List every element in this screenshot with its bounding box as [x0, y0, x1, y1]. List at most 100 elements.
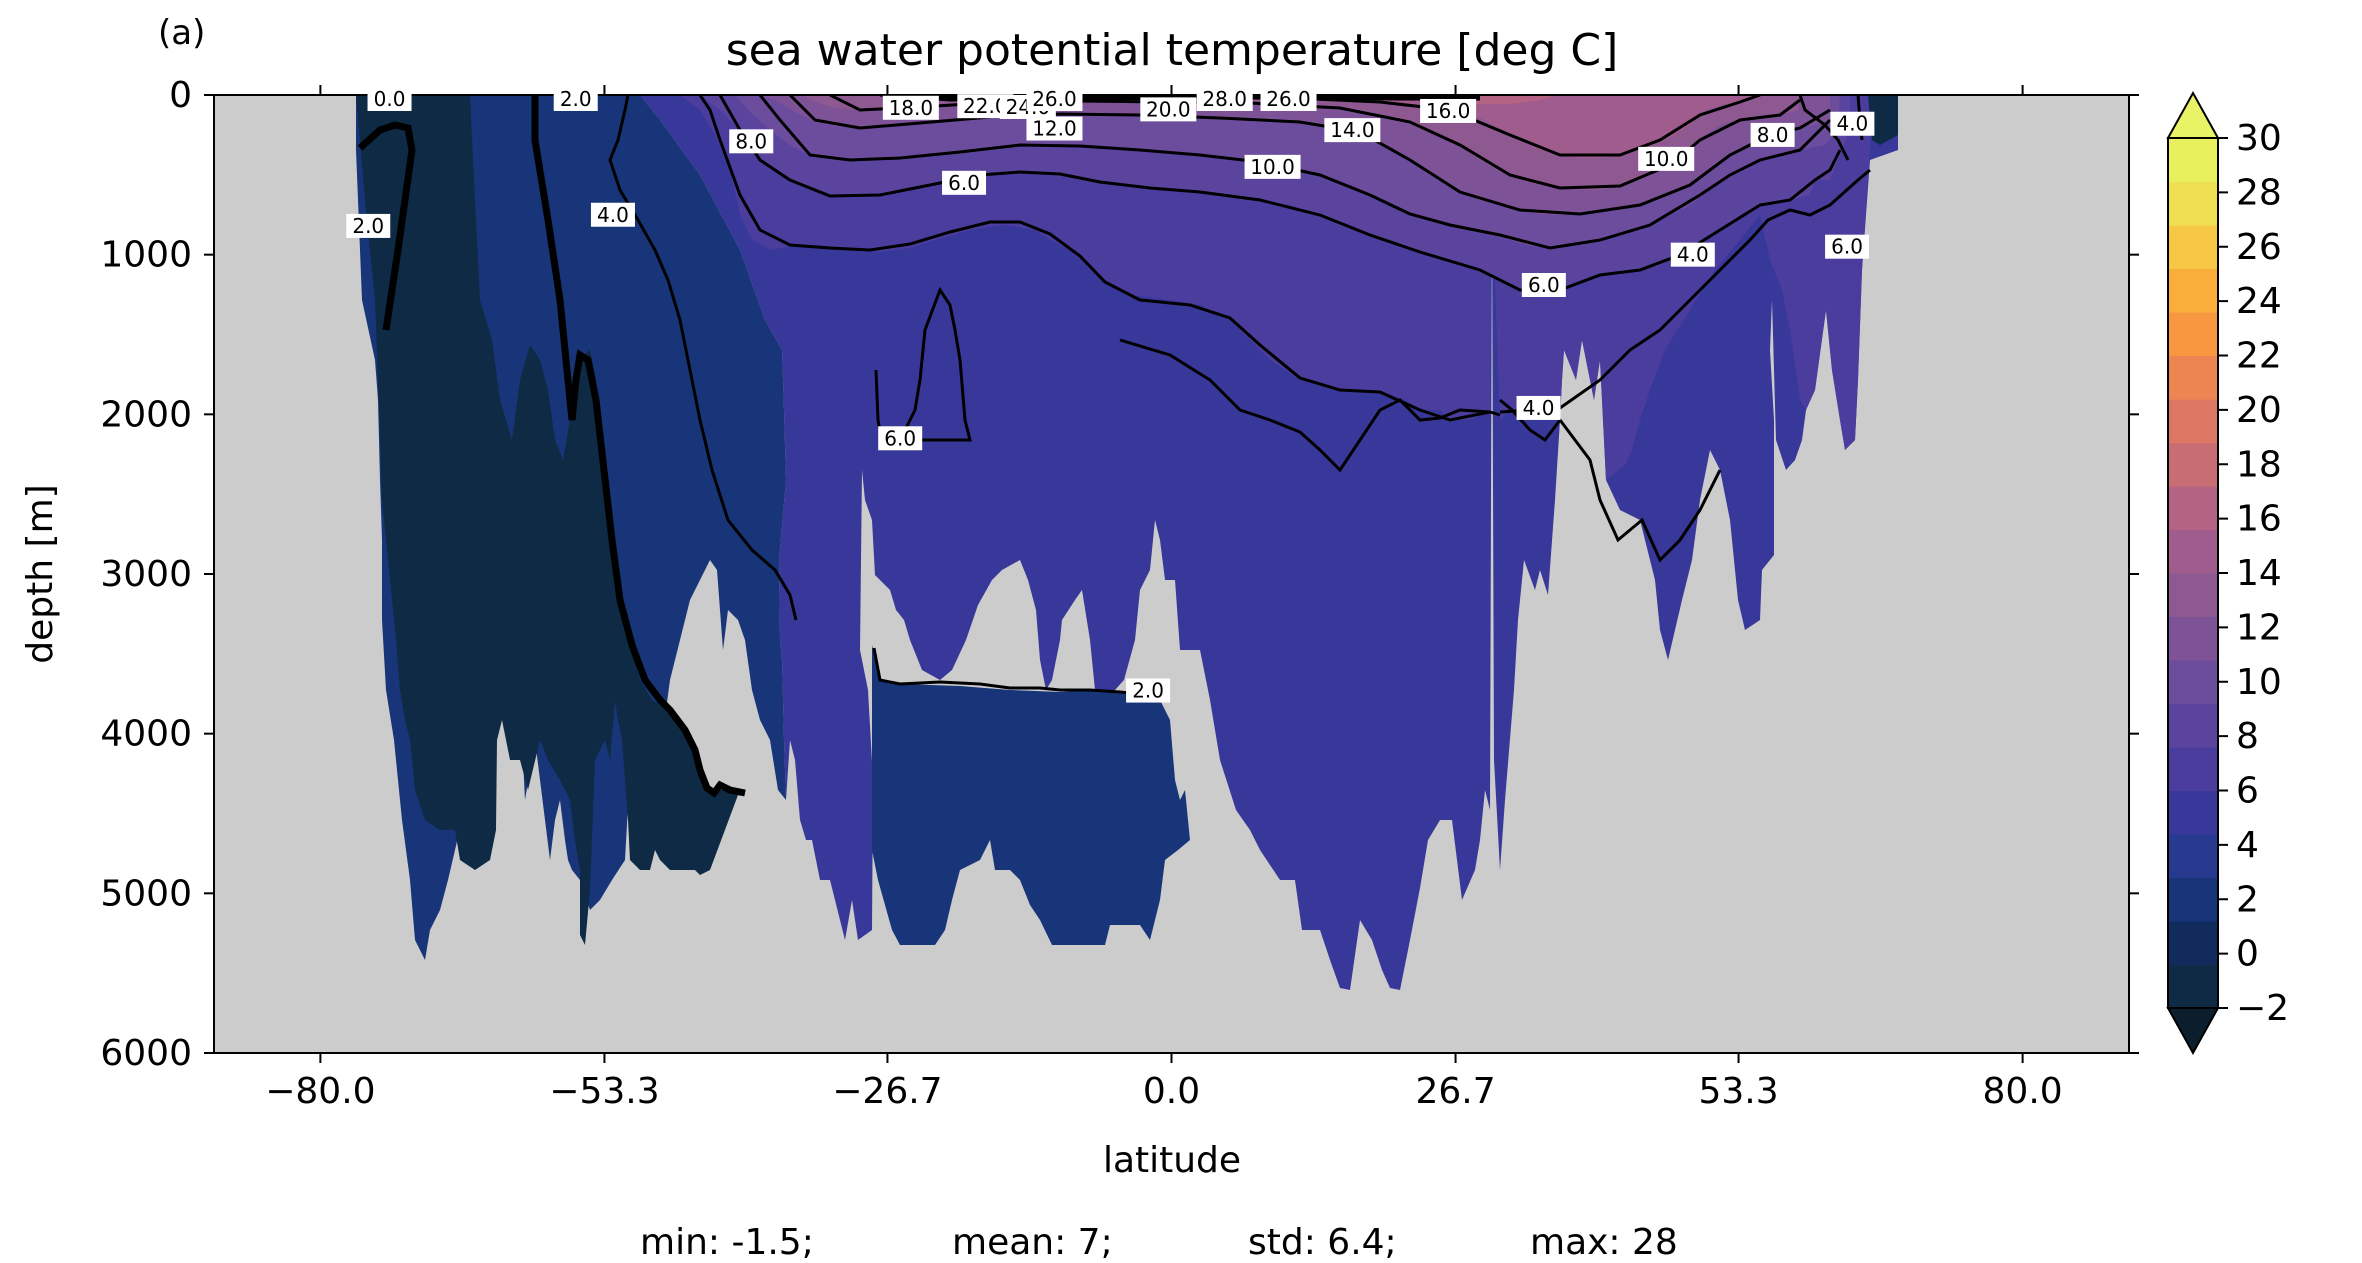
colorbar-segment — [2168, 834, 2218, 879]
contour-label-bg — [553, 87, 598, 111]
y-tick-label: 1000 — [100, 235, 192, 276]
contour-label: 8.0 — [1757, 123, 1789, 147]
colorbar-segment — [2168, 529, 2218, 574]
contour-label-bg — [1026, 87, 1083, 111]
contour-label-bg — [1196, 87, 1253, 111]
colorbar-segment — [2168, 486, 2218, 531]
contour-label-bg — [346, 213, 391, 238]
colorbar-tick-label: 30 — [2236, 118, 2282, 159]
colorbar-tick-label: 4 — [2236, 825, 2259, 866]
colorbar-segment — [2168, 181, 2218, 226]
contour-label-bg — [1638, 146, 1695, 171]
contour-label-bg — [1260, 87, 1317, 111]
contour-label: 10.0 — [1644, 147, 1689, 171]
x-tick-label: −26.7 — [832, 1071, 942, 1112]
colorbar-segment — [2168, 703, 2218, 748]
colorbar-tick-label: 18 — [2236, 444, 2282, 485]
contour-label-bg — [1670, 242, 1715, 267]
contour-8 — [718, 95, 1842, 292]
contour-label: 28.0 — [1202, 87, 1247, 111]
contour-label-bg — [1825, 234, 1870, 259]
y-tick-label: 5000 — [100, 873, 192, 914]
contour-label: 14.0 — [1330, 118, 1375, 142]
colorbar-tick-label: −2 — [2236, 988, 2289, 1029]
contour-label-bg — [1516, 395, 1561, 420]
colorbar-tick-label: 8 — [2236, 716, 2259, 757]
contour-label: 2.0 — [1132, 679, 1164, 703]
y-axis-label: depth [m] — [20, 484, 61, 663]
contour-4-deep — [1119, 338, 1491, 473]
colorbar-segment — [2168, 964, 2218, 1009]
colorbar-under-arrow — [2166, 1007, 2220, 1056]
colorbar-segment — [2168, 747, 2218, 792]
contour-label-bg — [942, 170, 987, 195]
contour-label-bg — [1521, 273, 1566, 298]
contour-label-bg — [590, 202, 635, 227]
contour-label: 6.0 — [884, 426, 916, 450]
colorbar-segment — [2168, 790, 2218, 835]
contour-label: 16.0 — [1426, 99, 1471, 123]
colorbar-tick-label: 28 — [2236, 172, 2282, 213]
x-tick-label: 0.0 — [1143, 1071, 1200, 1112]
contour-6-north — [1499, 168, 1871, 414]
stat-std: std: 6.4; — [1248, 1222, 1397, 1263]
ocean-band-0-2-deep — [872, 645, 1190, 945]
x-tick-label: 26.7 — [1415, 1071, 1495, 1112]
colorbar-tick-label: 16 — [2236, 499, 2282, 540]
contour-label: 8.0 — [735, 129, 767, 153]
y-tick-label: 0 — [169, 75, 192, 116]
contour-label: 26.0 — [1032, 87, 1077, 111]
ocean-band-neg2-0 — [356, 95, 738, 945]
contour-label: 4.0 — [1677, 243, 1709, 267]
contour-label-bg — [1750, 122, 1795, 147]
contour-label: 18.0 — [889, 96, 934, 120]
colorbar-tick-label: 14 — [2236, 553, 2282, 594]
stat-min: min: -1.5; — [640, 1222, 814, 1263]
y-axis: 0 1000 2000 3000 4000 5000 6000 — [100, 75, 2139, 1074]
colorbar-segment — [2168, 355, 2218, 400]
colorbar-segment — [2168, 616, 2218, 661]
contour-16b — [1798, 95, 1850, 161]
contour-label: 20.0 — [1146, 97, 1191, 121]
y-tick-label: 4000 — [100, 714, 192, 755]
contour-label-bg — [1830, 111, 1875, 136]
colorbar-over-arrow — [2166, 90, 2220, 139]
colorbar-tick-label: 22 — [2236, 336, 2282, 377]
contour-label: 2.0 — [560, 87, 592, 111]
contour-label: 4.0 — [1836, 112, 1868, 136]
colorbar-segment — [2168, 225, 2218, 270]
contour-label: 4.0 — [597, 203, 629, 227]
contour-label-bg — [1324, 118, 1381, 143]
contour-label-bg — [1140, 97, 1197, 122]
x-tick-label: −80.0 — [265, 1071, 375, 1112]
contour-label: 12.0 — [1032, 117, 1077, 141]
x-axis-label: latitude — [1103, 1140, 1241, 1181]
contour-2-4 — [608, 95, 798, 621]
contour-label: 2.0 — [352, 214, 384, 238]
contour-0b — [531, 95, 746, 798]
y-tick-label: 3000 — [100, 554, 192, 595]
contour-label-bg — [1420, 98, 1477, 123]
contour-label-bg — [1026, 116, 1083, 141]
colorbar-segment — [2168, 921, 2218, 966]
y-tick-label: 2000 — [100, 394, 192, 435]
contour-label-bg — [1126, 678, 1171, 703]
colorbar-tick-label: 24 — [2236, 281, 2282, 322]
chart-title: sea water potential temperature [deg C] — [726, 25, 1619, 76]
ocean-band-14-16 — [880, 95, 1760, 158]
colorbar-segment — [2168, 877, 2218, 922]
colorbar-tick-label: 10 — [2236, 662, 2282, 703]
contour-4-north — [1499, 398, 1722, 563]
contour-label-bg — [367, 87, 412, 111]
stat-max: max: 28 — [1530, 1222, 1678, 1263]
stat-mean: mean: 7; — [952, 1222, 1113, 1263]
contour-label-bg — [729, 129, 774, 154]
colorbar-tick-label: 0 — [2236, 934, 2259, 975]
x-tick-label: −53.3 — [549, 1071, 659, 1112]
ocean-band-arctic — [1868, 95, 1898, 145]
colorbar-tick-label: 20 — [2236, 390, 2282, 431]
contour-labels: 0.02.02.04.08.018.022.024.026.012.06.020… — [346, 87, 1875, 703]
